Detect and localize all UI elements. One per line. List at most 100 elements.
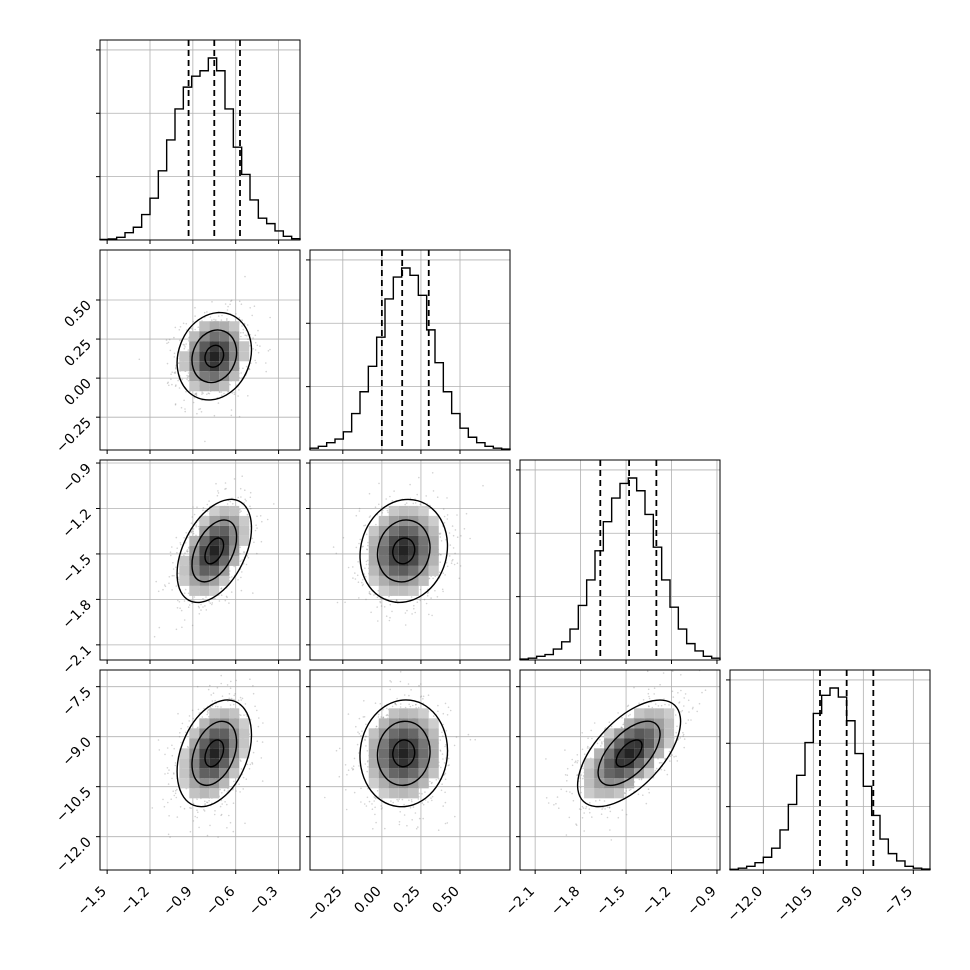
density-cell: [229, 535, 240, 546]
scatter-point: [377, 589, 380, 592]
scatter-panel-3-1: −0.25 0.00 0.25 0.50: [304, 669, 511, 925]
scatter-point: [239, 759, 242, 761]
scatter-point: [213, 414, 216, 417]
scatter-point: [375, 725, 378, 728]
scatter-point: [209, 602, 212, 604]
scatter-point: [443, 762, 446, 764]
scatter-point: [446, 565, 449, 568]
contour-2: [176, 311, 253, 401]
density-cell: [368, 778, 379, 789]
scatter-point: [203, 810, 206, 812]
scatter-point: [354, 572, 356, 574]
scatter-point: [414, 611, 416, 614]
scatter-point: [225, 487, 227, 490]
density-cell: [418, 738, 429, 749]
scatter-point: [444, 822, 447, 825]
scatter-point: [167, 833, 170, 836]
scatter-point: [366, 750, 369, 752]
scatter-point: [217, 492, 220, 494]
scatter-point: [178, 387, 181, 389]
scatter-point: [220, 706, 222, 708]
density-cell: [368, 525, 379, 536]
scatter-point: [174, 385, 177, 387]
scatter-point: [452, 558, 454, 561]
scatter-point: [399, 680, 402, 683]
scatter-point: [465, 512, 468, 515]
density-cell: [418, 718, 429, 729]
scatter-point: [178, 601, 181, 603]
contour-0: [392, 537, 416, 565]
scatter-point: [226, 596, 228, 599]
scatter-point: [157, 739, 160, 741]
scatter-point: [365, 735, 367, 738]
scatter-point: [420, 695, 423, 697]
scatter-point: [456, 562, 459, 564]
density-cell: [199, 718, 210, 729]
contour-0: [204, 537, 225, 565]
density-cell: [398, 565, 409, 576]
density-cell: [428, 768, 439, 779]
density-cell: [229, 555, 240, 566]
density-cell: [378, 555, 389, 566]
scatter-point: [166, 362, 169, 365]
scatter-point: [206, 503, 209, 506]
scatter-point: [242, 367, 244, 370]
scatter-point: [252, 337, 254, 339]
scatter-point: [446, 514, 449, 516]
scatter-point: [233, 391, 235, 394]
scatter-point: [176, 551, 178, 554]
scatter-point: [391, 705, 394, 708]
density-cell: [428, 738, 439, 749]
scatter-point: [188, 604, 191, 606]
scatter-point: [251, 761, 253, 764]
density-cell: [189, 585, 200, 596]
scatter-point: [346, 773, 348, 776]
scatter-point: [226, 791, 228, 793]
density-cell: [189, 758, 200, 769]
scatter-point: [417, 826, 419, 828]
scatter-point: [432, 490, 435, 492]
scatter-point: [691, 707, 694, 710]
scatter-point: [242, 328, 245, 331]
scatter-point: [173, 574, 175, 577]
density-cell: [368, 575, 379, 586]
scatter-point: [208, 715, 210, 718]
scatter-point: [177, 599, 179, 602]
scatter-point: [440, 540, 443, 542]
scatter-point: [173, 747, 175, 750]
density-cell: [378, 738, 389, 749]
scatter-point: [385, 714, 388, 717]
density-cell: [209, 728, 220, 739]
density-cell: [408, 738, 419, 749]
scatter-point: [332, 546, 335, 548]
scatter-point: [445, 538, 447, 541]
scatter-point: [187, 340, 190, 342]
scatter-point: [166, 747, 169, 749]
scatter-point: [378, 482, 380, 485]
density-cell: [209, 575, 220, 586]
scatter-point: [168, 338, 171, 341]
scatter-point: [374, 813, 376, 816]
scatter-point: [390, 800, 392, 802]
scatter-point: [377, 620, 379, 622]
scatter-point: [178, 362, 180, 364]
density-cell: [378, 535, 389, 546]
scatter-point: [588, 808, 591, 810]
scatter-point: [164, 585, 167, 588]
scatter-point: [395, 599, 398, 601]
density-cell: [428, 525, 439, 536]
density-grid: [179, 321, 250, 392]
y-tick-label-3-2: −9.0: [59, 734, 94, 769]
density-cell: [209, 738, 220, 749]
density-cell: [368, 768, 379, 779]
scatter-point: [229, 500, 232, 503]
scatter-point: [207, 709, 210, 711]
scatter-point: [416, 601, 419, 603]
density-cell: [219, 738, 230, 749]
scatter-point: [338, 775, 341, 778]
scatter-point: [446, 518, 449, 520]
density-cell: [179, 575, 190, 586]
scatter-panel-2-0: −2.1−1.8−1.5−1.2−0.9: [59, 459, 301, 678]
density-cell: [199, 788, 210, 799]
scatter-point: [192, 528, 195, 530]
